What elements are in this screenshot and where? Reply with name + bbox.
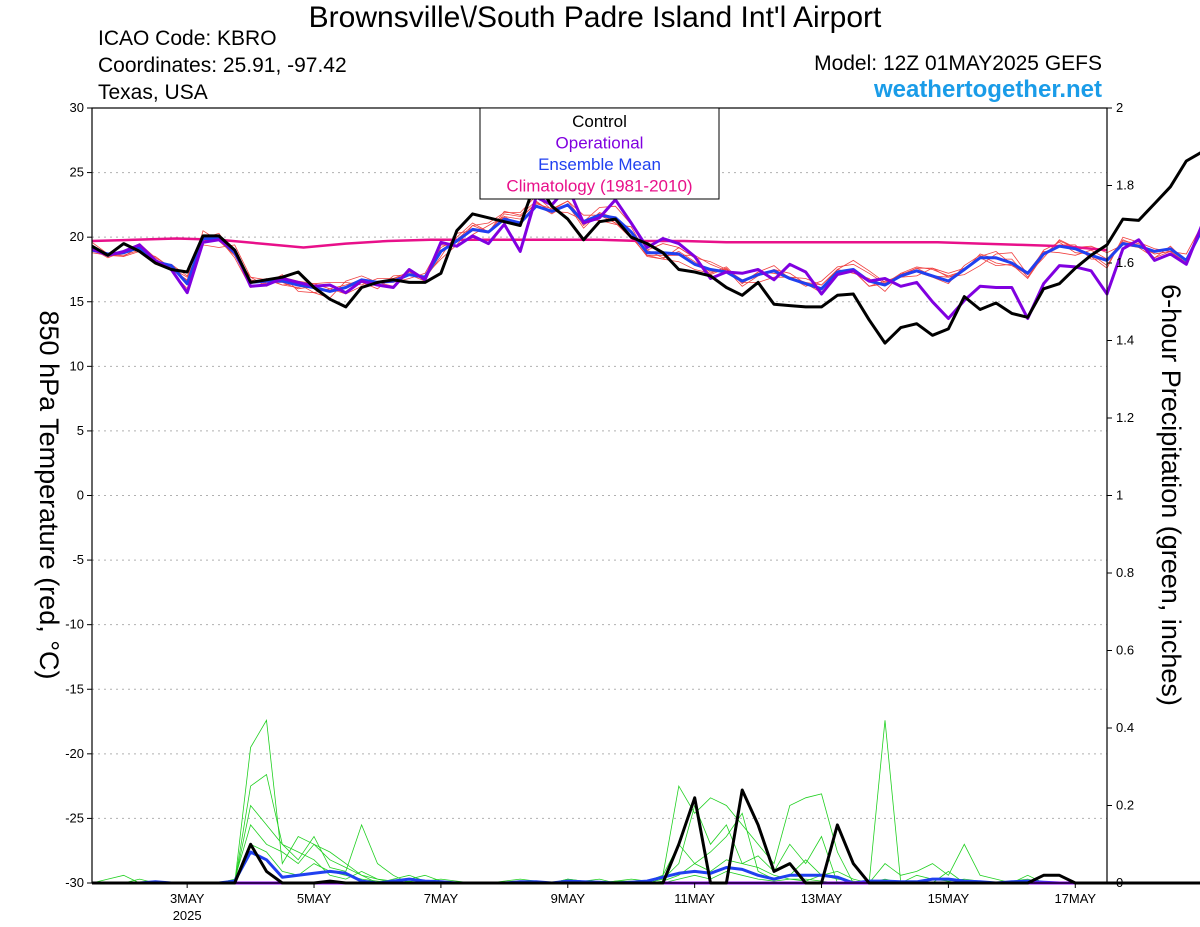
x-tick-label: 3MAY: [170, 891, 205, 906]
y-tick-label: -30: [65, 875, 84, 890]
y2-tick-label: 1.2: [1116, 410, 1134, 425]
y2-tick-label: 2: [1116, 100, 1123, 115]
y2-tick-label: 0: [1116, 875, 1123, 890]
control-precip-line: [92, 788, 1200, 885]
y2-tick-label: 0.4: [1116, 720, 1134, 735]
y-tick-label: -5: [72, 552, 84, 567]
legend: Control Operational Ensemble Mean Climatolo…: [479, 107, 720, 200]
y-tick-label: 20: [70, 229, 84, 244]
precip-member-line: [92, 824, 1200, 884]
chart-title: Brownsville\/South Padre Island Int'l Ai…: [308, 1, 882, 34]
y2-tick-label: 0.6: [1116, 643, 1134, 658]
plot-frame: [91, 107, 1108, 884]
x-tick-label: 11MAY: [674, 891, 715, 906]
series-lines: [91, 151, 1200, 885]
operational-temp-line: [91, 185, 1200, 320]
legend-entry-operational: Operational: [556, 134, 644, 153]
x-tick-label: 5MAY: [297, 891, 332, 906]
model-run-label: Model: 12Z 01MAY2025 GEFS: [814, 52, 1102, 75]
y-tick-label: -25: [65, 810, 84, 825]
climatology-temp-line: [91, 237, 1108, 252]
y2-tick-label: 1.4: [1116, 333, 1134, 348]
coordinates: Coordinates: 25.91, -97.42: [98, 54, 347, 77]
y-tick-label: 25: [70, 165, 84, 180]
y2-tick-label: 0.2: [1116, 798, 1134, 813]
y-tick-label: -15: [65, 681, 84, 696]
y-tick-label: -20: [65, 746, 84, 761]
legend-box: [479, 107, 720, 200]
y-tick-label: 5: [77, 423, 84, 438]
legend-entry-ensemble-mean: Ensemble Mean: [538, 155, 661, 174]
precip-member-line: [91, 773, 1200, 884]
y-axis-label: 850 hPa Temperature (red, °C): [34, 311, 64, 680]
y-tick-label: 15: [70, 294, 84, 309]
precip-member-line: [92, 843, 1200, 884]
legend-entry-climatology: Climatology (1981-2010): [506, 177, 692, 196]
y-tick-label: 30: [70, 100, 84, 115]
x-tick-label: 13MAY: [801, 891, 843, 906]
y-tick-label: 0: [77, 488, 84, 503]
y2-tick-label: 0.8: [1116, 565, 1134, 580]
icao-code: ICAO Code: KBRO: [98, 27, 277, 50]
y2-tick-label: 1: [1116, 488, 1123, 503]
control-temp-line: [91, 151, 1200, 345]
x-tick-sublabel: 2025: [173, 908, 202, 923]
legend-entry-control: Control: [572, 112, 627, 131]
x-tick-label: 17MAY: [1054, 891, 1096, 906]
region-label: Texas, USA: [98, 81, 208, 104]
site-link[interactable]: weathertogether.net: [873, 76, 1102, 103]
x-tick-label: 7MAY: [424, 891, 459, 906]
ensemble-members: [91, 195, 1200, 884]
x-tick-label: 9MAY: [551, 891, 586, 906]
precip-member-line: [92, 804, 1200, 884]
y-tick-label: -10: [65, 617, 84, 632]
axes: 302520151050-5-10-15-20-25-3021.81.61.41…: [65, 100, 1134, 923]
y-tick-label: 10: [70, 358, 84, 373]
y2-tick-label: 1.8: [1116, 178, 1134, 193]
y2-tick-label: 1.6: [1116, 255, 1134, 270]
y2-axis-label: 6-hour Precipitation (green, inches): [1156, 284, 1186, 706]
x-tick-label: 15MAY: [928, 891, 970, 906]
